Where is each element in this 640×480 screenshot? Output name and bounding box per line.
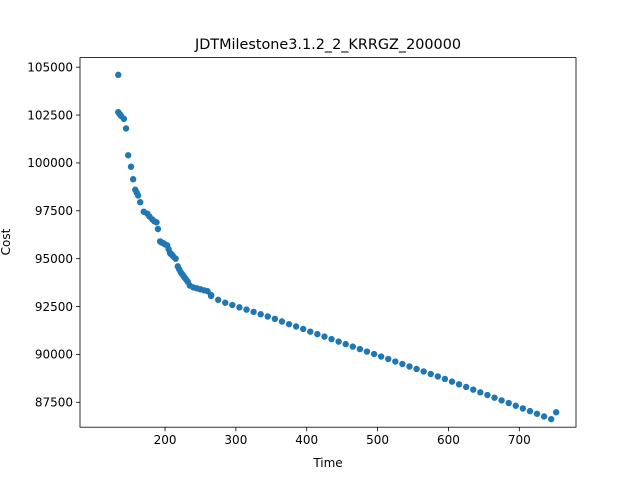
data-point bbox=[434, 373, 442, 380]
data-point bbox=[370, 350, 378, 358]
data-point bbox=[335, 338, 342, 345]
data-point bbox=[285, 320, 293, 328]
data-point bbox=[448, 378, 456, 385]
data-point bbox=[300, 325, 307, 333]
data-point bbox=[385, 355, 392, 363]
data-point bbox=[470, 386, 477, 393]
x-axis: 200 300 400 500 600 700 bbox=[154, 427, 531, 447]
data-point bbox=[264, 313, 271, 320]
data-point bbox=[292, 323, 300, 330]
x-tick-label: 200 bbox=[154, 433, 177, 447]
x-tick-label: 300 bbox=[224, 433, 247, 447]
data-point bbox=[526, 407, 534, 415]
data-points bbox=[115, 71, 560, 423]
chart-title: JDTMilestone3.1.2_2_KRRGZ_200000 bbox=[194, 37, 461, 53]
y-tick-label: 92500 bbox=[35, 300, 73, 314]
data-point bbox=[363, 348, 371, 355]
x-axis-label: Time bbox=[312, 456, 342, 470]
data-point bbox=[115, 71, 122, 79]
data-point bbox=[462, 383, 470, 391]
data-point bbox=[122, 125, 130, 132]
data-point bbox=[207, 292, 215, 300]
y-tick-label: 97500 bbox=[35, 204, 73, 218]
data-point bbox=[455, 381, 463, 388]
data-point bbox=[427, 370, 434, 378]
data-point bbox=[552, 409, 560, 416]
data-point bbox=[153, 219, 160, 226]
data-point bbox=[484, 391, 491, 399]
data-point bbox=[328, 335, 335, 343]
data-point bbox=[491, 394, 498, 401]
data-point bbox=[250, 308, 257, 316]
data-point bbox=[377, 353, 385, 360]
data-point bbox=[124, 152, 132, 159]
data-point bbox=[413, 365, 420, 373]
data-point bbox=[498, 397, 505, 404]
data-point bbox=[222, 299, 229, 306]
data-point bbox=[154, 225, 162, 233]
data-point bbox=[172, 255, 179, 262]
data-point bbox=[236, 304, 243, 311]
data-point bbox=[257, 311, 264, 318]
x-tick-label: 500 bbox=[366, 433, 389, 447]
data-point bbox=[342, 340, 349, 348]
data-point bbox=[406, 363, 413, 370]
y-axis-label: Cost bbox=[0, 228, 13, 255]
data-point bbox=[548, 415, 555, 423]
x-tick-label: 600 bbox=[437, 433, 460, 447]
data-point bbox=[314, 330, 321, 338]
data-point bbox=[349, 343, 356, 350]
data-point bbox=[399, 360, 406, 368]
y-tick-label: 105000 bbox=[27, 60, 73, 74]
data-point bbox=[540, 413, 548, 420]
data-point bbox=[129, 176, 137, 183]
y-tick-label: 100000 bbox=[27, 156, 73, 170]
data-point bbox=[120, 115, 128, 123]
data-point bbox=[127, 163, 135, 170]
x-tick-label: 400 bbox=[295, 433, 318, 447]
data-point bbox=[505, 399, 512, 407]
data-point bbox=[512, 402, 519, 409]
y-axis: 87500 90000 92500 95000 97500 100000 102500 105… bbox=[27, 60, 80, 410]
x-tick-label: 700 bbox=[508, 433, 531, 447]
data-point bbox=[356, 345, 364, 353]
data-point bbox=[441, 375, 449, 383]
data-point bbox=[321, 333, 328, 340]
data-point bbox=[533, 410, 541, 417]
plot-frame bbox=[79, 57, 577, 428]
data-point bbox=[271, 315, 279, 323]
y-tick-label: 87500 bbox=[35, 396, 73, 410]
data-point bbox=[214, 296, 222, 304]
data-point bbox=[477, 389, 484, 396]
data-point bbox=[278, 318, 286, 325]
y-tick-label: 90000 bbox=[35, 348, 73, 362]
data-point bbox=[420, 368, 427, 375]
data-point bbox=[307, 328, 314, 335]
data-point bbox=[229, 301, 236, 309]
data-point bbox=[392, 358, 399, 365]
y-tick-label: 102500 bbox=[27, 108, 73, 122]
data-point bbox=[134, 192, 142, 199]
data-point bbox=[137, 198, 144, 206]
y-tick-label: 95000 bbox=[35, 252, 73, 266]
data-point bbox=[243, 306, 250, 313]
data-point bbox=[519, 405, 527, 412]
